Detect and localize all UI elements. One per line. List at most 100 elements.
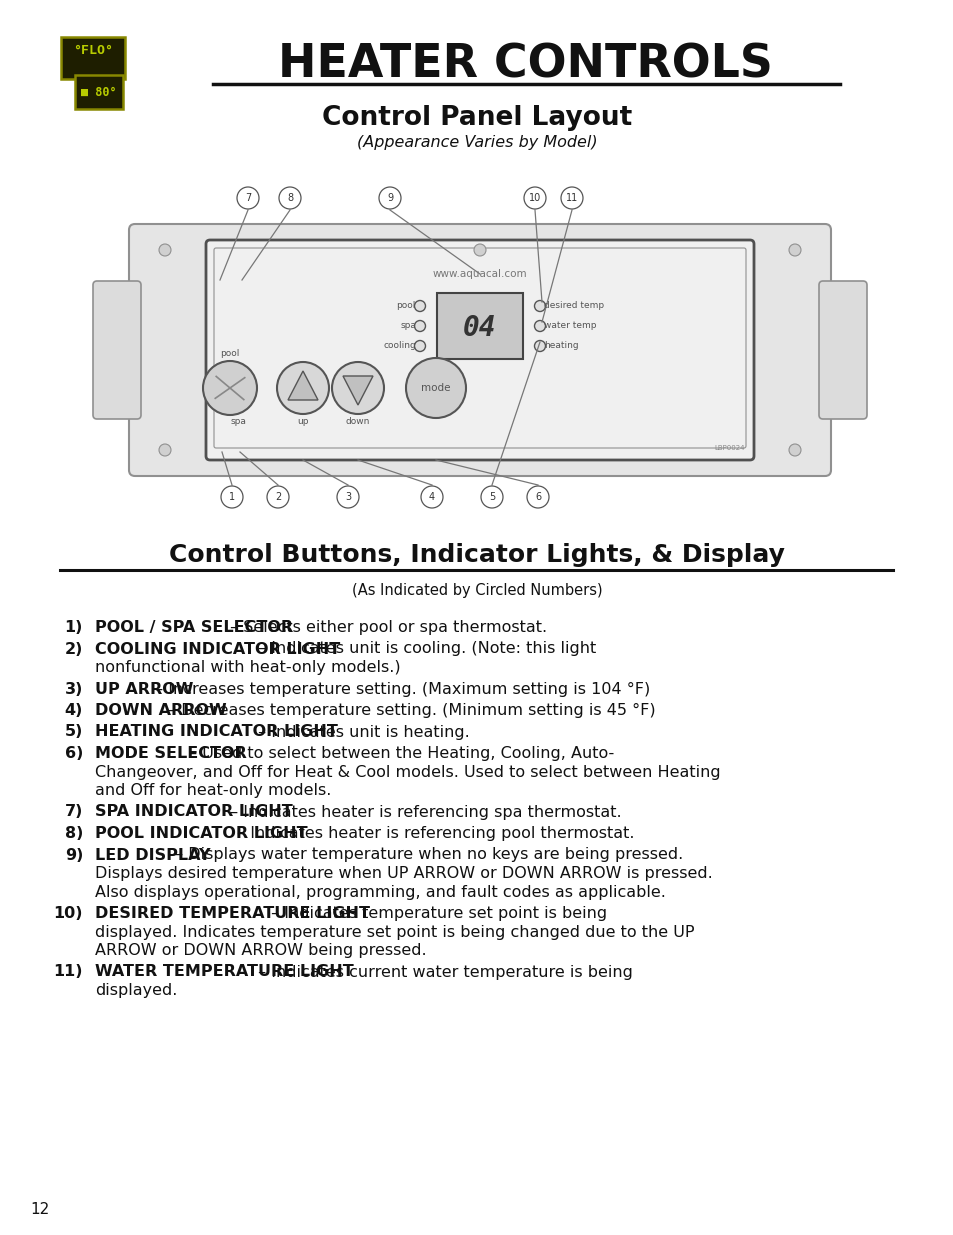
Circle shape [534,341,545,352]
Text: desired temp: desired temp [543,301,603,310]
Text: Displays desired temperature when UP ARROW or DOWN ARROW is pressed.: Displays desired temperature when UP ARR… [95,866,712,881]
Text: ARROW or DOWN ARROW being pressed.: ARROW or DOWN ARROW being pressed. [95,944,426,958]
Text: COOLING INDICATOR LIGHT: COOLING INDICATOR LIGHT [95,641,340,657]
Circle shape [332,362,384,414]
Circle shape [414,321,425,331]
Text: WATER TEMPERATURE LIGHT: WATER TEMPERATURE LIGHT [95,965,354,979]
Text: 2): 2) [65,641,83,657]
Text: 9: 9 [387,193,393,203]
Text: pool: pool [396,301,416,310]
Text: Also displays operational, programming, and fault codes as applicable.: Also displays operational, programming, … [95,884,665,899]
Text: °FLO°: °FLO° [73,44,112,58]
Text: UP ARROW: UP ARROW [95,682,193,697]
Polygon shape [343,375,373,405]
Text: 6: 6 [535,492,540,501]
Text: pool: pool [220,350,239,358]
Circle shape [406,358,465,417]
Text: 10): 10) [53,906,83,921]
Text: – Decreases temperature setting. (Minimum setting is 45 °F): – Decreases temperature setting. (Minimu… [163,703,656,718]
Circle shape [534,321,545,331]
Circle shape [267,487,289,508]
Circle shape [378,186,400,209]
Circle shape [560,186,582,209]
Text: 11: 11 [565,193,578,203]
Text: MODE SELECTOR: MODE SELECTOR [95,746,247,761]
Text: 2: 2 [274,492,281,501]
Text: HEATING INDICATOR LIGHT: HEATING INDICATOR LIGHT [95,725,337,740]
Circle shape [159,445,171,456]
Text: 4: 4 [429,492,435,501]
Circle shape [278,186,301,209]
Text: 7): 7) [65,804,83,820]
Text: (As Indicated by Circled Numbers): (As Indicated by Circled Numbers) [352,583,601,598]
Text: www.aquacal.com: www.aquacal.com [433,269,527,279]
Text: 10: 10 [528,193,540,203]
Polygon shape [288,370,317,400]
Text: (Appearance Varies by Model): (Appearance Varies by Model) [356,135,597,149]
Text: – Increases temperature setting. (Maximum setting is 104 °F): – Increases temperature setting. (Maximu… [150,682,649,697]
Text: Changeover, and Off for Heat & Cool models. Used to select between Heating: Changeover, and Off for Heat & Cool mode… [95,764,720,779]
Text: – Indicates temperature set point is being: – Indicates temperature set point is bei… [266,906,607,921]
Text: 4): 4) [65,703,83,718]
Text: – Indicates unit is heating.: – Indicates unit is heating. [253,725,469,740]
Text: 9): 9) [65,847,83,862]
Text: LED DISPLAY: LED DISPLAY [95,847,211,862]
Text: 12: 12 [30,1203,50,1218]
Text: 04: 04 [463,314,497,342]
Text: 3): 3) [65,682,83,697]
Text: heating: heating [543,342,578,351]
Text: – Indicates unit is cooling. (Note: this light: – Indicates unit is cooling. (Note: this… [253,641,596,657]
Text: POOL / SPA SELECTOR: POOL / SPA SELECTOR [95,620,293,635]
Text: water temp: water temp [543,321,596,331]
Text: 5: 5 [488,492,495,501]
Text: mode: mode [421,383,450,393]
Text: Control Buttons, Indicator Lights, & Display: Control Buttons, Indicator Lights, & Dis… [169,543,784,567]
Text: and Off for heat-only models.: and Off for heat-only models. [95,783,331,798]
Text: – Selects either pool or spa thermostat.: – Selects either pool or spa thermostat. [225,620,547,635]
Circle shape [420,487,442,508]
Circle shape [159,245,171,256]
Text: – Indicates heater is referencing spa thermostat.: – Indicates heater is referencing spa th… [225,804,621,820]
FancyBboxPatch shape [436,293,522,359]
Text: – Indicates heater is referencing pool thermostat.: – Indicates heater is referencing pool t… [232,826,634,841]
Circle shape [414,341,425,352]
Circle shape [336,487,358,508]
Text: – Used to select between the Heating, Cooling, Auto-: – Used to select between the Heating, Co… [184,746,614,761]
Circle shape [276,362,329,414]
Circle shape [236,186,258,209]
Text: down: down [345,417,370,426]
Text: LBP0024: LBP0024 [714,445,744,451]
Text: 1: 1 [229,492,234,501]
FancyBboxPatch shape [92,282,141,419]
Text: 7: 7 [245,193,251,203]
FancyBboxPatch shape [61,37,125,79]
Text: SPA INDICATOR LIGHT: SPA INDICATOR LIGHT [95,804,293,820]
Circle shape [523,186,545,209]
Text: 11): 11) [53,965,83,979]
Text: 8): 8) [65,826,83,841]
Text: DESIRED TEMPERATURE LIGHT: DESIRED TEMPERATURE LIGHT [95,906,370,921]
Text: – Indicates current water temperature is being: – Indicates current water temperature is… [253,965,632,979]
FancyBboxPatch shape [75,75,123,109]
Text: up: up [297,417,309,426]
Circle shape [221,487,243,508]
Text: spa: spa [399,321,416,331]
Text: DOWN ARROW: DOWN ARROW [95,703,227,718]
Text: 3: 3 [345,492,351,501]
Text: displayed.: displayed. [95,983,177,998]
Text: spa: spa [230,417,246,426]
Text: 6): 6) [65,746,83,761]
Circle shape [788,445,801,456]
Text: ■ 80°: ■ 80° [81,85,116,99]
Text: 1): 1) [65,620,83,635]
Text: POOL INDICATOR LIGHT: POOL INDICATOR LIGHT [95,826,307,841]
Text: HEATER CONTROLS: HEATER CONTROLS [277,42,772,88]
Text: cooling: cooling [383,342,416,351]
Text: 5): 5) [65,725,83,740]
Circle shape [414,300,425,311]
Text: 8: 8 [287,193,293,203]
Circle shape [526,487,548,508]
Circle shape [534,300,545,311]
Circle shape [788,245,801,256]
FancyBboxPatch shape [818,282,866,419]
